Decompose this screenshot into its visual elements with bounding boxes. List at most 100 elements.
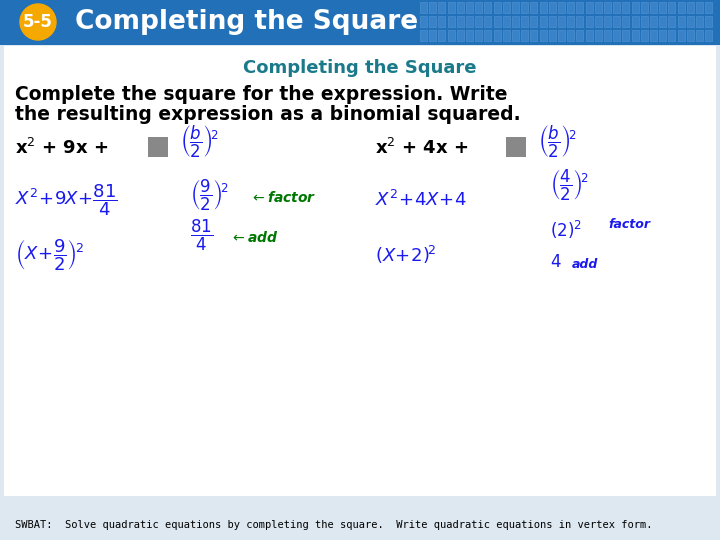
Bar (577, 30, 583, 41)
Bar (4, 46, 716, 496)
Bar (485, 16, 491, 27)
Text: $X^2\!+\!4X\!+\!4$: $X^2\!+\!4X\!+\!4$ (375, 190, 467, 210)
Bar (494, 2, 500, 13)
Bar (678, 16, 685, 27)
Bar (641, 16, 648, 27)
Bar (585, 16, 593, 27)
Bar (696, 16, 703, 27)
Bar (604, 16, 611, 27)
Bar (595, 30, 602, 41)
Text: $\left(\dfrac{b}{2}\right)^{\!2}$: $\left(\dfrac{b}{2}\right)^{\!2}$ (180, 124, 220, 160)
Circle shape (20, 4, 56, 40)
Bar (485, 2, 491, 13)
Bar (622, 2, 629, 13)
Bar (438, 2, 446, 13)
Bar (687, 30, 694, 41)
Text: x$^{2}$ + 9x +: x$^{2}$ + 9x + (15, 138, 110, 158)
Text: x$^{2}$ + 4x +: x$^{2}$ + 4x + (375, 138, 470, 158)
Bar (631, 16, 639, 27)
Bar (0, 0, 720, 45)
Bar (631, 2, 639, 13)
Bar (668, 2, 675, 13)
Text: factor: factor (608, 219, 650, 232)
Bar (577, 16, 583, 27)
Bar (705, 16, 712, 27)
Text: $\dfrac{81}{4}$: $\dfrac{81}{4}$ (190, 218, 213, 253)
Bar (660, 30, 666, 41)
Bar (613, 30, 620, 41)
Bar (438, 16, 446, 27)
Bar (660, 2, 666, 13)
Text: $(2)^2$: $(2)^2$ (550, 219, 582, 241)
Bar (549, 16, 556, 27)
Bar (475, 2, 482, 13)
Text: $X^2\!+\!9X\!+\!\dfrac{81}{4}$: $X^2\!+\!9X\!+\!\dfrac{81}{4}$ (15, 182, 118, 218)
Bar (622, 16, 629, 27)
Text: $\left(\dfrac{4}{2}\right)^{\!2}$: $\left(\dfrac{4}{2}\right)^{\!2}$ (550, 167, 589, 202)
Bar (549, 30, 556, 41)
Bar (521, 30, 528, 41)
Bar (678, 2, 685, 13)
Bar (613, 16, 620, 27)
Bar (456, 30, 464, 41)
Bar (650, 16, 657, 27)
Bar (585, 2, 593, 13)
Bar (705, 30, 712, 41)
Bar (549, 2, 556, 13)
Bar (512, 30, 519, 41)
Text: add: add (572, 259, 598, 272)
Bar (641, 2, 648, 13)
Bar (512, 2, 519, 13)
Bar (456, 2, 464, 13)
Bar (148, 137, 168, 157)
Bar (456, 16, 464, 27)
Bar (485, 30, 491, 41)
Bar (494, 16, 500, 27)
Bar (475, 30, 482, 41)
Bar (420, 16, 427, 27)
Bar (668, 16, 675, 27)
Bar (585, 30, 593, 41)
Bar (604, 2, 611, 13)
Bar (448, 16, 454, 27)
Text: $\leftarrow$factor: $\leftarrow$factor (250, 190, 316, 205)
Bar (705, 2, 712, 13)
Bar (506, 137, 526, 157)
Bar (521, 2, 528, 13)
Bar (595, 16, 602, 27)
Bar (595, 2, 602, 13)
Bar (678, 30, 685, 41)
Bar (429, 2, 436, 13)
Bar (577, 2, 583, 13)
Bar (448, 2, 454, 13)
Text: $\left(\dfrac{9}{2}\right)^{\!2}$: $\left(\dfrac{9}{2}\right)^{\!2}$ (190, 178, 229, 213)
Text: $4$: $4$ (550, 253, 562, 271)
Text: the resulting expression as a binomial squared.: the resulting expression as a binomial s… (15, 105, 521, 125)
Text: Complete the square for the expression. Write: Complete the square for the expression. … (15, 85, 508, 105)
Bar (531, 30, 537, 41)
Bar (531, 2, 537, 13)
Text: SWBAT:  Solve quadratic equations by completing the square.  Write quadratic equ: SWBAT: Solve quadratic equations by comp… (15, 520, 652, 530)
Bar (660, 16, 666, 27)
Bar (558, 2, 565, 13)
Bar (539, 16, 546, 27)
Bar (613, 2, 620, 13)
Bar (687, 16, 694, 27)
Bar (466, 2, 473, 13)
Bar (429, 30, 436, 41)
Bar (475, 16, 482, 27)
Text: Completing the Square: Completing the Square (243, 59, 477, 77)
Bar (466, 16, 473, 27)
Bar (567, 16, 575, 27)
Bar (696, 30, 703, 41)
Bar (539, 2, 546, 13)
Text: $\leftarrow$add: $\leftarrow$add (230, 231, 279, 246)
Text: Completing the Square: Completing the Square (75, 9, 418, 35)
Bar (650, 2, 657, 13)
Bar (420, 2, 427, 13)
Bar (521, 16, 528, 27)
Bar (622, 30, 629, 41)
Bar (558, 30, 565, 41)
Text: $\left(\dfrac{b}{2}\right)^{\!2}$: $\left(\dfrac{b}{2}\right)^{\!2}$ (538, 124, 577, 160)
Text: $\left(X\!+\!2\right)^{\!2}$: $\left(X\!+\!2\right)^{\!2}$ (375, 244, 436, 266)
